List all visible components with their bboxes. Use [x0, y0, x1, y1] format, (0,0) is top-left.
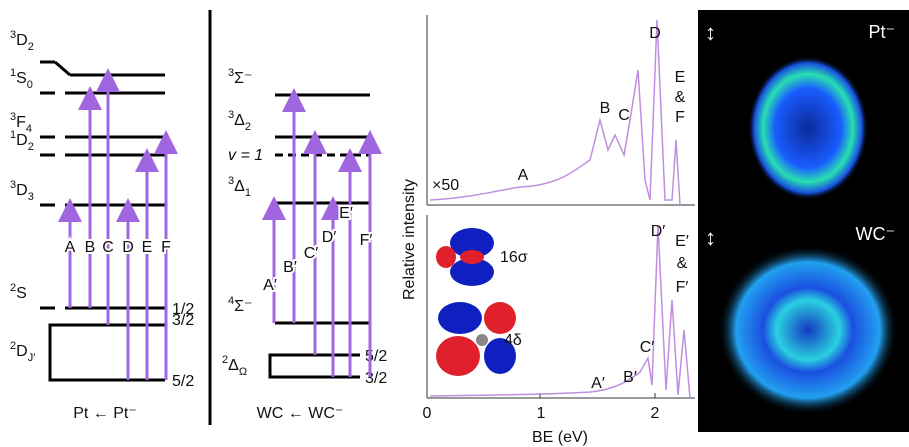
term: Δ — [234, 178, 245, 195]
peak-label: D′ — [651, 223, 666, 240]
orbital-16s — [436, 228, 494, 286]
peak-label: A′ — [591, 375, 605, 392]
transition-label: F′ — [360, 232, 373, 249]
term: S — [16, 285, 27, 302]
scale-label: ×50 — [432, 177, 459, 194]
sub: Ω — [239, 366, 247, 378]
sub: 2 — [28, 41, 34, 53]
j-label: 5/2 — [365, 348, 387, 365]
peak-label: A — [518, 167, 529, 184]
level-line — [55, 62, 70, 75]
j-label: 3/2 — [365, 370, 387, 387]
sub: 2 — [28, 141, 34, 153]
level-label: 3Δ1 — [228, 175, 251, 199]
level-label: 1S0 — [10, 67, 33, 91]
peak-label: E′ — [675, 233, 689, 250]
x-tick-label: 0 — [423, 405, 432, 422]
term: Δ — [234, 112, 245, 129]
transition-label: F — [161, 239, 171, 256]
image-label: Pt⁻ — [868, 22, 895, 42]
term: D — [16, 182, 28, 199]
transition-label: E′ — [339, 205, 353, 222]
level-label: 2ΔΩ — [222, 354, 247, 378]
transition-label: D′ — [322, 229, 337, 246]
caption: WC ← WC⁻ — [257, 405, 344, 422]
level-label: 3Σ⁻ — [228, 67, 252, 87]
term: D — [16, 343, 28, 360]
level-label: 2DJ′ — [10, 340, 35, 364]
image-label: WC⁻ — [856, 224, 896, 244]
caption: Pt ← Pt⁻ — [73, 405, 137, 422]
page: {"pt_diagram": { "levels": [ {"sup": "3"… — [0, 0, 909, 447]
transition-label: A — [65, 239, 76, 256]
term: F — [16, 114, 26, 131]
peak-label: D — [649, 25, 661, 42]
sub: 2 — [245, 121, 251, 133]
transition-label: B′ — [283, 259, 297, 276]
transition-label: D — [122, 239, 134, 256]
transition-label: A′ — [263, 277, 277, 294]
term: Σ⁻ — [234, 70, 252, 87]
peak-label: C′ — [640, 339, 655, 356]
term: D — [16, 32, 28, 49]
level-label: 3Δ2 — [228, 109, 251, 133]
term: S — [16, 70, 27, 87]
level-label: 3D3 — [10, 179, 34, 203]
orbital-label: 16σ — [500, 249, 528, 266]
x-tick-label: 2 — [651, 405, 660, 422]
pt-image — [748, 56, 868, 200]
transition-label: C′ — [304, 245, 319, 262]
peak-label: & — [677, 255, 688, 272]
transition-label: C — [102, 239, 114, 256]
wc-image — [718, 245, 898, 415]
arrow-icon: ↕ — [705, 225, 716, 250]
peak-label: F — [675, 109, 685, 126]
peak-label: & — [675, 89, 686, 106]
bracket — [270, 355, 278, 377]
transition-label: B — [85, 239, 96, 256]
level-label: v = 1 — [228, 147, 263, 164]
peak-label: E — [675, 69, 686, 86]
orbital-label: 4δ — [504, 332, 522, 349]
level-label: 3D2 — [10, 29, 34, 53]
sub: 1 — [245, 187, 251, 199]
peak-label: B — [600, 100, 611, 117]
level-label: 4Σ⁻ — [228, 295, 252, 315]
x-tick-label: 1 — [537, 405, 546, 422]
term: Σ⁻ — [234, 298, 252, 315]
term: D — [16, 132, 28, 149]
term: Δ — [228, 357, 239, 374]
j-label: 5/2 — [172, 373, 194, 390]
x-axis-label: BE (eV) — [532, 429, 588, 446]
level-label: 2S — [10, 282, 27, 302]
transition-label: E — [142, 239, 153, 256]
sub: 3 — [28, 191, 34, 203]
peak-label: C — [618, 107, 630, 124]
y-axis-label: Relative intensity — [401, 179, 418, 300]
arrow-icon: ↕ — [705, 20, 716, 45]
sub: J′ — [28, 352, 36, 364]
peak-label: B′ — [623, 369, 637, 386]
sub: 0 — [27, 79, 33, 91]
figure: ↕ ↕ 3D21S03F41D23D32S1/22DJ′3/25/2ABCDEF… — [0, 0, 909, 447]
peak-label: F′ — [676, 279, 689, 296]
bracket — [50, 325, 62, 380]
j-label: 3/2 — [172, 312, 194, 329]
